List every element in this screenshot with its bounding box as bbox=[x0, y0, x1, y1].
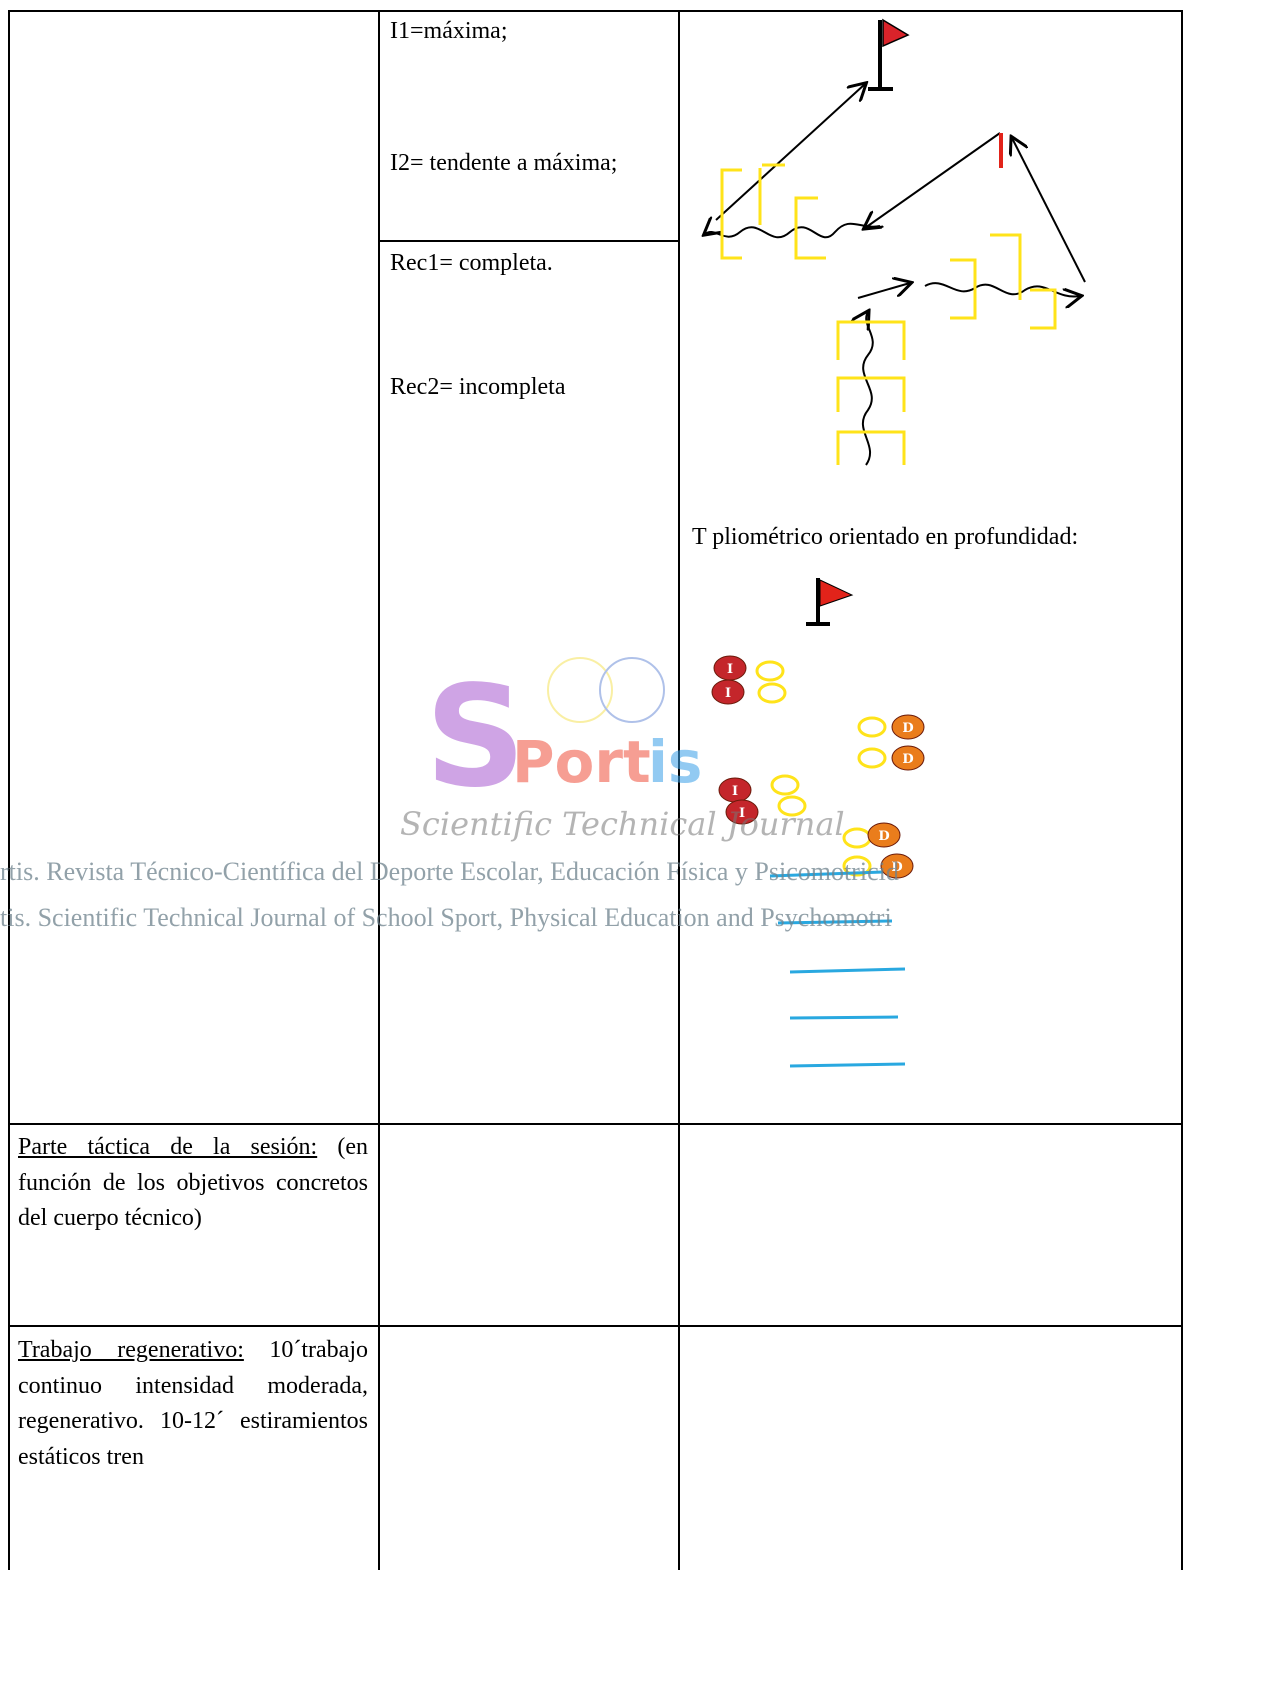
cell-text: Rec1= completa. bbox=[390, 250, 553, 276]
table-border bbox=[8, 1325, 1182, 1327]
ball-label: I bbox=[739, 806, 745, 821]
ball-label: D bbox=[902, 721, 913, 736]
drill-1 bbox=[705, 18, 1086, 466]
watermark-line: rtis. Revista Técnico-Científica del Dep… bbox=[0, 857, 899, 886]
player-ball bbox=[867, 822, 901, 848]
player-ball bbox=[711, 679, 745, 705]
player-ball bbox=[725, 799, 759, 825]
logo-subtitle: Scientific Technical Journal bbox=[400, 805, 845, 843]
player-ball bbox=[880, 853, 914, 879]
table-border bbox=[1181, 10, 1183, 1570]
row-text: Trabajo regenerativo: 10´trabajo continu… bbox=[18, 1333, 368, 1475]
table-border bbox=[8, 10, 10, 1570]
row-body: 10´trabajo continuo intensidad moderada,… bbox=[18, 1337, 368, 1470]
cell-text: I2= tendente a máxima; bbox=[390, 150, 618, 176]
logo-end: is bbox=[648, 728, 702, 796]
hurdles bbox=[720, 163, 1057, 465]
cell-text: Rec2= incompleta bbox=[390, 374, 566, 400]
ball-label: I bbox=[727, 662, 733, 677]
player-ball bbox=[891, 714, 925, 740]
watermark-line: tis. Scientific Technical Journal of Sch… bbox=[0, 903, 892, 932]
logo-middle: Port bbox=[512, 728, 651, 796]
table-border bbox=[378, 240, 678, 242]
table-border bbox=[8, 1123, 1182, 1125]
row-heading: Trabajo regenerativo: bbox=[18, 1337, 244, 1363]
ball-label: D bbox=[878, 829, 889, 844]
ball-label: D bbox=[902, 752, 913, 767]
row-text: Parte táctica de la sesión: (en función … bbox=[18, 1130, 368, 1237]
cell-text: I1=máxima; bbox=[390, 18, 508, 44]
row-heading: Parte táctica de la sesión: bbox=[18, 1134, 318, 1160]
table-border bbox=[678, 10, 680, 1570]
ball-label: I bbox=[732, 784, 738, 799]
logo-initial: S bbox=[425, 656, 526, 819]
ball-label: I bbox=[725, 686, 731, 701]
row-body: (en función de los objetivos concretos d… bbox=[18, 1134, 368, 1231]
table-border bbox=[8, 10, 1182, 12]
diagram-caption: T pliométrico orientado en profundidad: bbox=[692, 524, 1079, 550]
ball-label: D bbox=[891, 860, 902, 875]
watermark-logo: S Port is Scientific Technical Journal bbox=[400, 656, 845, 843]
table-border bbox=[378, 10, 380, 1570]
player-ball bbox=[891, 745, 925, 771]
